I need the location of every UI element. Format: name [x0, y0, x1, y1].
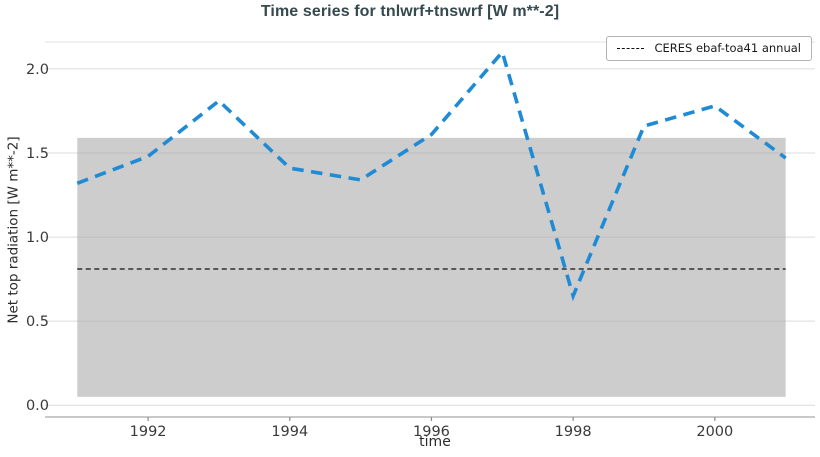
legend: CERES ebaf-toa41 annual — [606, 36, 812, 61]
y-axis-label: Net top radiation [W m**-2] — [6, 135, 23, 324]
svg-text:1.5: 1.5 — [26, 146, 49, 162]
legend-label: CERES ebaf-toa41 annual — [654, 41, 801, 55]
svg-text:2000: 2000 — [696, 424, 733, 440]
svg-text:1998: 1998 — [555, 424, 592, 440]
svg-text:2.0: 2.0 — [26, 62, 49, 78]
dashed-line-icon — [617, 47, 645, 49]
svg-text:1996: 1996 — [413, 424, 450, 440]
x-axis-label: time — [419, 434, 451, 450]
svg-text:0.5: 0.5 — [26, 314, 49, 330]
y-axis-label-container: Net top radiation [W m**-2] — [0, 42, 28, 417]
svg-text:1994: 1994 — [271, 424, 308, 440]
svg-text:0.0: 0.0 — [26, 398, 49, 414]
svg-text:1992: 1992 — [130, 424, 167, 440]
svg-text:1.0: 1.0 — [26, 230, 49, 246]
chart-title: Time series for tnlwrf+tnswrf [W m**-2] — [260, 3, 560, 20]
